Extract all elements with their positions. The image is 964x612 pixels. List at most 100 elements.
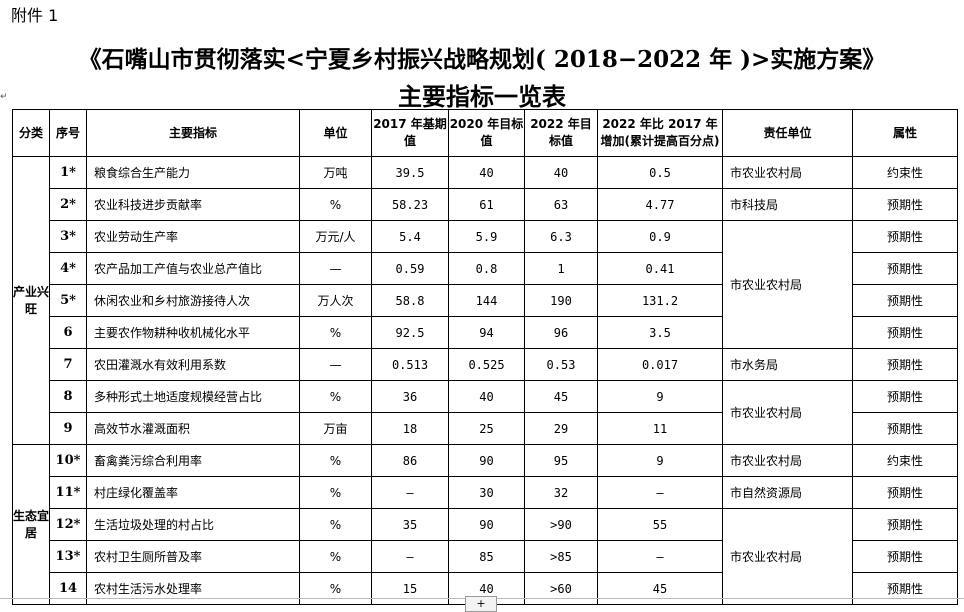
- indicator-cell: 村庄绿化覆盖率: [86, 476, 300, 509]
- increase-cell: 9: [597, 380, 723, 413]
- base2017-cell: —: [371, 476, 449, 509]
- paragraph-marker-icon: ↵: [0, 92, 8, 102]
- indicator-table: 分类 序号 主要指标 单位 2017 年基期值 2020 年目标值 2022 年…: [12, 109, 958, 605]
- attr-cell: 预期性: [852, 476, 958, 509]
- target2022-cell: 1: [524, 252, 598, 285]
- attr-cell: 预期性: [852, 284, 958, 317]
- target2022-cell: >85: [524, 540, 598, 573]
- seq-cell: 6: [49, 316, 87, 349]
- seq-cell: 11*: [49, 476, 87, 509]
- unit-cell: %: [299, 444, 372, 477]
- attr-cell: 约束性: [852, 156, 958, 189]
- dept-cell: 市农业农村局: [722, 220, 853, 349]
- increase-cell: 11: [597, 412, 723, 445]
- table-row: 产业兴旺 1* 粮食综合生产能力 万吨 39.5 40 40 0.5 市农业农村局 约束性: [12, 156, 958, 445]
- increase-cell: 0.9: [597, 220, 723, 253]
- dept-cell: 市农业农村局: [722, 156, 853, 189]
- table-row: 12* 生活垃圾处理的村占比% 35 90 >90 55 市农业农村局 预期性: [13, 508, 958, 605]
- increase-cell: —: [597, 540, 723, 573]
- target2020-cell: 0.525: [448, 348, 525, 381]
- target2022-cell: 32: [524, 476, 598, 509]
- dept-cell: 市科技局: [722, 188, 853, 221]
- indicator-cell: 畜禽粪污综合利用率: [86, 444, 300, 477]
- seq-cell: 8: [49, 380, 87, 413]
- attr-cell: 预期性: [852, 316, 958, 349]
- target2022-cell: >90: [524, 508, 598, 541]
- unit-cell: %: [299, 316, 372, 349]
- unit-cell: —: [299, 252, 372, 285]
- header-target2020: 2020 年目标值: [448, 109, 525, 157]
- target2020-cell: 61: [448, 188, 525, 221]
- base2017-cell: 39.5: [371, 156, 449, 189]
- dept-cell: 市农业农村局: [722, 380, 853, 445]
- target2020-cell: 94: [448, 316, 525, 349]
- dept-cell: 市水务局: [722, 348, 853, 381]
- indicator-cell: 农田灌溉水有效利用系数: [86, 348, 300, 381]
- header-indicator: 主要指标: [86, 109, 300, 157]
- indicator-cell: 农村生活污水处理率: [86, 572, 300, 605]
- unit-cell: 万吨: [299, 156, 372, 189]
- table-row: 3* 农业劳动生产率 万元/人 5.4 5.9 6.3 0.9 市农业农村局 预期性: [13, 220, 958, 349]
- attr-cell: 预期性: [852, 508, 958, 541]
- increase-cell: 45: [597, 572, 723, 605]
- indicator-cell: 农村卫生厕所普及率: [86, 540, 300, 573]
- base2017-cell: 58.23: [371, 188, 449, 221]
- table-row: 6 主要农作物耕种收机械化水平% 92.5 94 96 3.5 预期性: [13, 316, 958, 349]
- header-seq: 序号: [49, 109, 87, 157]
- seq-cell: 14: [49, 572, 87, 605]
- base2017-cell: —: [371, 540, 449, 573]
- base2017-cell: 18: [371, 412, 449, 445]
- unit-cell: 万元/人: [299, 220, 372, 253]
- target2020-cell: 90: [448, 444, 525, 477]
- target2020-cell: 0.8: [448, 252, 525, 285]
- base2017-cell: 15: [371, 572, 449, 605]
- target2020-cell: 85: [448, 540, 525, 573]
- target2022-cell: 40: [524, 156, 598, 189]
- document-subtitle: 主要指标一览表: [398, 82, 566, 111]
- seq-cell: 7: [49, 348, 87, 381]
- indicator-cell: 休闲农业和乡村旅游接待人次: [86, 284, 300, 317]
- seq-cell: 12*: [49, 508, 87, 541]
- target2020-cell: 5.9: [448, 220, 525, 253]
- increase-cell: 3.5: [597, 316, 723, 349]
- table-header-row: 分类 序号 主要指标 单位 2017 年基期值 2020 年目标值 2022 年…: [12, 109, 958, 157]
- category-cell: 产业兴旺: [12, 156, 50, 445]
- attr-cell: 预期性: [852, 348, 958, 381]
- table-row: 8 多种形式土地适度规模经营占比% 36 40 45 9 市农业农村局 预期性: [13, 380, 958, 445]
- indicator-cell: 多种形式土地适度规模经营占比: [86, 380, 300, 413]
- attr-cell: 预期性: [852, 252, 958, 285]
- header-unit: 单位: [299, 109, 372, 157]
- seq-cell: 13*: [49, 540, 87, 573]
- header-attr: 属性: [852, 109, 958, 157]
- unit-cell: %: [299, 540, 372, 573]
- base2017-cell: 0.513: [371, 348, 449, 381]
- header-base2017: 2017 年基期值: [371, 109, 449, 157]
- header-dept: 责任单位: [722, 109, 853, 157]
- table-row: 14 农村生活污水处理率% 15 40 >60 45 预期性: [13, 572, 958, 605]
- attr-cell: 预期性: [852, 380, 958, 413]
- target2022-cell: 95: [524, 444, 598, 477]
- unit-cell: 万人次: [299, 284, 372, 317]
- seq-cell: 1*: [49, 156, 87, 189]
- base2017-cell: 36: [371, 380, 449, 413]
- document-title: 《石嘴山市贯彻落实<宁夏乡村振兴战略规划( 2018−2022 年 )>实施方案…: [78, 46, 886, 73]
- attr-cell: 预期性: [852, 540, 958, 573]
- target2022-cell: 45: [524, 380, 598, 413]
- indicator-cell: 农业劳动生产率: [86, 220, 300, 253]
- header-target2022: 2022 年目标值: [524, 109, 598, 157]
- indicator-cell: 农产品加工产值与农业总产值比: [86, 252, 300, 285]
- seq-cell: 3*: [49, 220, 87, 253]
- target2022-cell: >60: [524, 572, 598, 605]
- attr-cell: 预期性: [852, 188, 958, 221]
- base2017-cell: 0.59: [371, 252, 449, 285]
- attr-cell: 预期性: [852, 412, 958, 445]
- unit-cell: %: [299, 188, 372, 221]
- increase-cell: 131.2: [597, 284, 723, 317]
- seq-cell: 2*: [49, 188, 87, 221]
- target2022-cell: 29: [524, 412, 598, 445]
- target2020-cell: 30: [448, 476, 525, 509]
- table-row: 7 农田灌溉水有效利用系数 —0.513 0.525 0.53 0.017 市水务局 预期性: [13, 348, 958, 381]
- indicator-cell: 生活垃圾处理的村占比: [86, 508, 300, 541]
- unit-cell: 万亩: [299, 412, 372, 445]
- target2022-cell: 6.3: [524, 220, 598, 253]
